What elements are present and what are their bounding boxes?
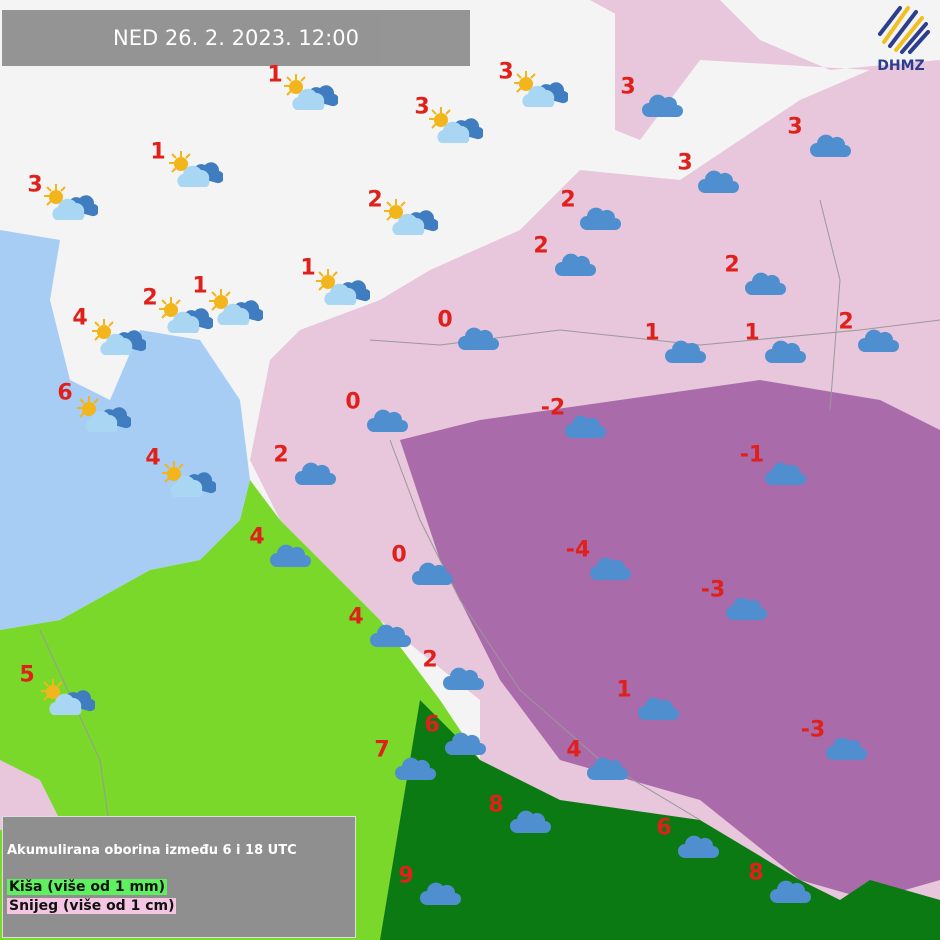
cloud-icon bbox=[764, 337, 806, 369]
partly-cloudy-icon bbox=[167, 149, 225, 195]
cloud-icon bbox=[419, 879, 461, 911]
partly-cloudy-icon bbox=[207, 287, 265, 333]
station-temperature: 4 bbox=[566, 737, 582, 763]
station-temperature: 1 bbox=[744, 320, 760, 346]
station-temperature: 1 bbox=[192, 273, 208, 299]
partly-cloudy-icon bbox=[427, 105, 485, 151]
cloud-icon bbox=[554, 250, 596, 282]
cloud-icon bbox=[744, 269, 786, 301]
station-temperature: 2 bbox=[273, 442, 289, 468]
station-temperature: 3 bbox=[787, 114, 803, 140]
cloud-icon bbox=[442, 664, 484, 696]
station-temperature: 3 bbox=[498, 59, 514, 85]
snow-sw bbox=[0, 760, 60, 830]
cloud-icon bbox=[294, 459, 336, 491]
partly-cloudy-icon bbox=[75, 394, 133, 440]
station-temperature: 0 bbox=[345, 389, 361, 415]
station-temperature: 3 bbox=[27, 172, 43, 198]
logo-emblem-icon bbox=[878, 6, 930, 54]
station-temperature: 6 bbox=[656, 815, 672, 841]
station-temperature: 1 bbox=[267, 62, 283, 88]
station-temperature: -2 bbox=[540, 395, 566, 421]
station-temperature: 3 bbox=[620, 74, 636, 100]
cloud-icon bbox=[664, 337, 706, 369]
heavy-rain-area bbox=[380, 700, 940, 940]
cloud-icon bbox=[697, 167, 739, 199]
partly-cloudy-icon bbox=[157, 295, 215, 341]
sea bbox=[0, 230, 250, 630]
partly-cloudy-icon bbox=[512, 69, 570, 115]
cloud-icon bbox=[411, 559, 453, 591]
partly-cloudy-icon bbox=[160, 459, 218, 505]
station-temperature: 2 bbox=[724, 252, 740, 278]
station-temperature: 3 bbox=[677, 150, 693, 176]
station-temperature: 2 bbox=[533, 233, 549, 259]
station-temperature: 0 bbox=[437, 307, 453, 333]
cloud-icon bbox=[509, 807, 551, 839]
station-temperature: 8 bbox=[748, 860, 764, 886]
cloud-icon bbox=[637, 694, 679, 726]
station-temperature: 2 bbox=[422, 647, 438, 673]
station-temperature: 6 bbox=[424, 712, 440, 738]
partly-cloudy-icon bbox=[382, 197, 440, 243]
station-temperature: 4 bbox=[249, 524, 265, 550]
station-temperature: 2 bbox=[560, 187, 576, 213]
cloud-icon bbox=[586, 754, 628, 786]
station-temperature: 0 bbox=[391, 542, 407, 568]
cloud-icon bbox=[825, 734, 867, 766]
station-temperature: 1 bbox=[644, 320, 660, 346]
cloud-icon bbox=[857, 326, 899, 358]
cloud-icon bbox=[677, 832, 719, 864]
station-temperature: 4 bbox=[348, 604, 364, 630]
cloud-icon bbox=[725, 594, 767, 626]
station-temperature: 1 bbox=[150, 139, 166, 165]
station-temperature: 2 bbox=[142, 285, 158, 311]
station-temperature: 9 bbox=[398, 863, 414, 889]
snow-north bbox=[615, 0, 720, 140]
legend-heading: Akumulirana oborina između 6 i 18 UTC bbox=[7, 843, 297, 858]
station-temperature: 6 bbox=[57, 380, 73, 406]
station-temperature: 4 bbox=[72, 305, 88, 331]
station-temperature: 1 bbox=[300, 255, 316, 281]
partly-cloudy-icon bbox=[314, 267, 372, 313]
cloud-icon bbox=[764, 459, 806, 491]
cloud-icon bbox=[444, 729, 486, 761]
partly-cloudy-icon bbox=[39, 677, 97, 723]
cloud-icon bbox=[366, 406, 408, 438]
dhmz-logo: DHMZ bbox=[868, 2, 934, 76]
cloud-icon bbox=[589, 554, 631, 586]
cloud-icon bbox=[369, 621, 411, 653]
partly-cloudy-icon bbox=[282, 72, 340, 118]
partly-cloudy-icon bbox=[90, 317, 148, 363]
cloud-icon bbox=[809, 131, 851, 163]
cloud-icon bbox=[579, 204, 621, 236]
cloud-icon bbox=[394, 754, 436, 786]
border-line bbox=[369, 319, 940, 346]
partly-cloudy-icon bbox=[42, 182, 100, 228]
station-temperature: 1 bbox=[616, 677, 632, 703]
station-temperature: 4 bbox=[145, 445, 161, 471]
legend-rain: Kiša (više od 1 mm) bbox=[7, 879, 168, 895]
cloud-icon bbox=[769, 877, 811, 909]
station-temperature: -1 bbox=[739, 442, 765, 468]
cloud-icon bbox=[269, 541, 311, 573]
cloud-icon bbox=[457, 324, 499, 356]
legend-snow: Snijeg (više od 1 cm) bbox=[7, 898, 177, 914]
station-temperature: 7 bbox=[374, 737, 390, 763]
station-temperature: 2 bbox=[838, 309, 854, 335]
heavy-snow-area bbox=[400, 380, 940, 900]
station-temperature: 8 bbox=[488, 792, 504, 818]
station-temperature: -3 bbox=[800, 717, 826, 743]
legend: Akumulirana oborina između 6 i 18 UTC Ki… bbox=[2, 816, 356, 938]
cloud-icon bbox=[641, 91, 683, 123]
cloud-icon bbox=[564, 412, 606, 444]
forecast-datetime-title: NED 26. 2. 2023. 12:00 bbox=[2, 10, 470, 66]
station-temperature: 2 bbox=[367, 187, 383, 213]
station-temperature: 3 bbox=[414, 94, 430, 120]
station-temperature: -4 bbox=[565, 537, 591, 563]
border-line bbox=[819, 199, 841, 411]
border-line bbox=[39, 629, 111, 831]
station-temperature: 5 bbox=[19, 662, 35, 688]
station-temperature: -3 bbox=[700, 577, 726, 603]
